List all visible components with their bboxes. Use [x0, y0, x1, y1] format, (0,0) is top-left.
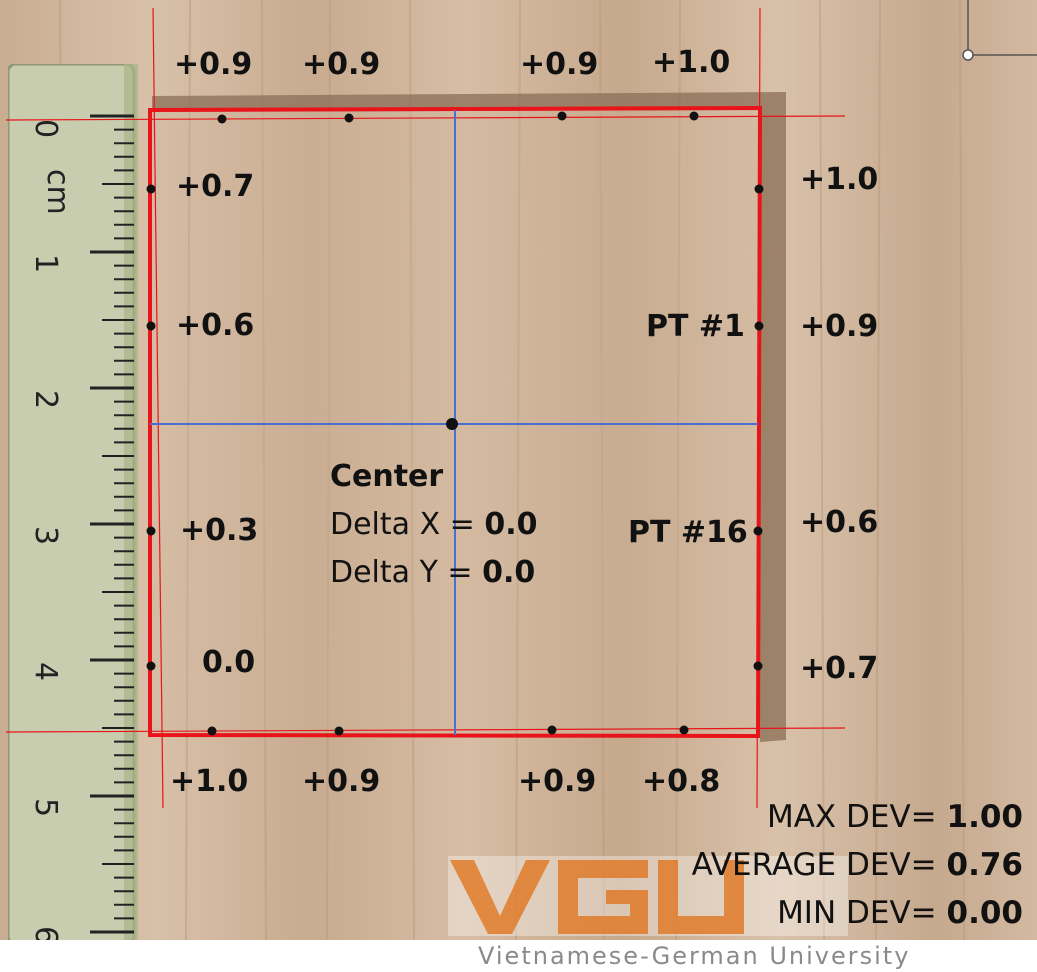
right-label-4: +0.7 [800, 651, 879, 686]
left-label-4: 0.0 [202, 645, 256, 680]
logo-caption: Vietnamese-German University [478, 942, 911, 970]
measurement-overlay [5, 7, 846, 809]
left-label-1: +0.7 [176, 169, 255, 204]
bottom-label-3: +0.9 [518, 764, 597, 799]
left-label-3: +0.3 [180, 513, 259, 548]
center-title: Center [330, 462, 443, 492]
ref-line-left [152, 7, 164, 809]
right-label-1: +1.0 [800, 162, 879, 197]
ruler-unit: cm [40, 169, 75, 215]
point-label-pt1: PT #1 [646, 309, 745, 344]
stat-average-value: 0.76 [946, 847, 1024, 883]
point-right-2 [754, 321, 764, 331]
bottom-label-2: +0.9 [302, 764, 381, 799]
point-bottom-3 [547, 725, 557, 735]
right-label-3: +0.6 [800, 505, 879, 540]
point-top-1 [217, 114, 227, 124]
center-title-text: Center [330, 459, 444, 494]
center-point [446, 418, 458, 430]
delta-x-value: 0.0 [484, 507, 538, 542]
ruler-number-0: 0 [28, 119, 63, 138]
top-label-2: +0.9 [302, 47, 381, 82]
point-left-2 [146, 321, 156, 331]
stat-max-label: MAX DEV= [766, 799, 937, 835]
point-left-4 [146, 661, 156, 671]
bottom-label-1: +1.0 [170, 764, 249, 799]
wood-photo: cm 0 1 2 3 4 5 6 [0, 0, 1037, 940]
center-delta-x: Delta X = 0.0 [330, 510, 538, 540]
ruler: cm 0 1 2 3 4 5 6 [8, 64, 138, 940]
delta-y-value: 0.0 [482, 555, 536, 590]
point-bottom-2 [334, 726, 344, 736]
ref-line-top [5, 115, 846, 121]
top-label-1: +0.9 [174, 47, 253, 82]
delta-y-label: Delta Y = [330, 555, 473, 590]
point-bottom-4 [679, 725, 689, 735]
bottom-label-4: +0.8 [642, 764, 721, 799]
point-top-2 [344, 113, 354, 123]
point-left-3 [146, 526, 156, 536]
delta-x-label: Delta X = [330, 507, 475, 542]
point-top-3 [557, 111, 567, 121]
vgu-logo [448, 856, 848, 936]
ref-line-bottom [5, 727, 846, 733]
ruler-number-1: 1 [28, 254, 63, 273]
stat-min-value: 0.00 [946, 895, 1024, 931]
ruler-number-3: 3 [28, 526, 63, 545]
stat-min: MIN DEV= 0.00 [777, 898, 1023, 929]
stat-average-label: AVERAGE DEV= [691, 847, 937, 883]
ruler-number-4: 4 [28, 662, 63, 681]
point-left-1 [146, 184, 156, 194]
top-label-4: +1.0 [652, 45, 731, 80]
point-right-3 [753, 526, 763, 536]
ruler-number-5: 5 [28, 798, 63, 817]
ruler-number-2: 2 [28, 390, 63, 409]
center-delta-y: Delta Y = 0.0 [330, 558, 535, 588]
left-label-2: +0.6 [176, 308, 255, 343]
point-bottom-1 [207, 726, 217, 736]
point-label-pt16: PT #16 [628, 515, 748, 550]
point-top-4 [689, 111, 699, 121]
stat-max: MAX DEV= 1.00 [767, 802, 1023, 833]
stat-average: AVERAGE DEV= 0.76 [692, 850, 1023, 881]
stat-max-value: 1.00 [946, 799, 1024, 835]
stat-min-label: MIN DEV= [777, 895, 937, 931]
wood-surface [0, 0, 1037, 940]
point-right-1 [754, 184, 764, 194]
point-right-4 [753, 661, 763, 671]
ruler-number-6: 6 [28, 926, 63, 940]
right-label-2: +0.9 [800, 309, 879, 344]
top-label-3: +0.9 [520, 47, 599, 82]
